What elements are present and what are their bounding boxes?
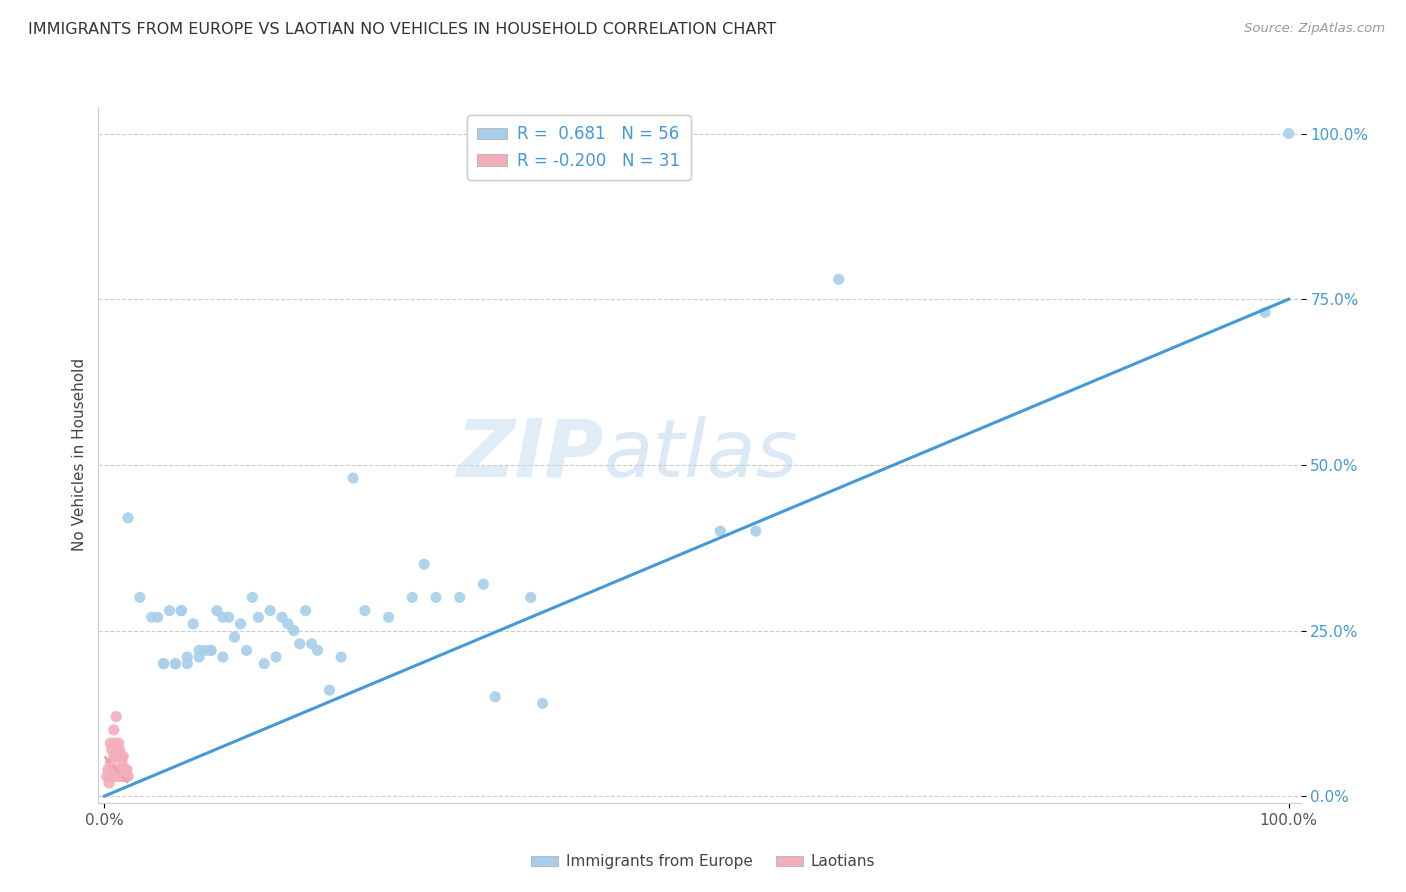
Point <box>229 616 252 631</box>
Point <box>96 769 118 783</box>
Point <box>170 604 193 618</box>
Point <box>159 604 181 618</box>
Text: Source: ZipAtlas.com: Source: ZipAtlas.com <box>1244 22 1385 36</box>
Point <box>101 763 124 777</box>
Legend: R =  0.681   N = 56, R = -0.200   N = 31: R = 0.681 N = 56, R = -0.200 N = 31 <box>467 115 690 179</box>
Point <box>224 630 246 644</box>
Point <box>401 591 423 605</box>
Point <box>827 272 849 286</box>
Point <box>709 524 731 538</box>
Point <box>115 763 138 777</box>
Point <box>105 743 128 757</box>
Point <box>188 643 211 657</box>
Point <box>103 749 125 764</box>
Point <box>200 643 222 657</box>
Point <box>242 591 264 605</box>
Point <box>283 624 305 638</box>
Point <box>354 604 377 618</box>
Point <box>449 591 471 605</box>
Point <box>264 650 287 665</box>
Point <box>100 769 122 783</box>
Point <box>176 657 198 671</box>
Point <box>98 736 121 750</box>
Point <box>531 697 554 711</box>
Point <box>146 610 169 624</box>
Point <box>301 637 323 651</box>
Point <box>165 657 187 671</box>
Point <box>110 749 132 764</box>
Point <box>111 756 134 770</box>
Point <box>519 591 541 605</box>
Point <box>107 736 129 750</box>
Point <box>100 743 122 757</box>
Point <box>104 736 127 750</box>
Y-axis label: No Vehicles in Household: No Vehicles in Household <box>72 359 87 551</box>
Point <box>114 769 136 783</box>
Point <box>98 756 121 770</box>
Text: atlas: atlas <box>603 416 799 494</box>
Point <box>141 610 163 624</box>
Point <box>105 749 128 764</box>
Point <box>98 776 121 790</box>
Point <box>288 637 311 651</box>
Point <box>218 610 240 624</box>
Point <box>377 610 399 624</box>
Point <box>318 683 340 698</box>
Point <box>307 643 329 657</box>
Point <box>1278 127 1301 141</box>
Point <box>108 743 131 757</box>
Point <box>111 769 134 783</box>
Point <box>205 604 228 618</box>
Point <box>103 723 125 737</box>
Point <box>330 650 353 665</box>
Point <box>1254 305 1277 319</box>
Point <box>112 769 135 783</box>
Point <box>413 558 436 572</box>
Point <box>235 643 257 657</box>
Point <box>294 604 316 618</box>
Point <box>176 650 198 665</box>
Point <box>200 643 222 657</box>
Point <box>112 749 135 764</box>
Point <box>342 471 364 485</box>
Point <box>211 610 233 624</box>
Point <box>165 657 187 671</box>
Point <box>104 769 127 783</box>
Point <box>271 610 294 624</box>
Point <box>114 763 136 777</box>
Point <box>211 650 233 665</box>
Point <box>128 591 150 605</box>
Point <box>277 616 299 631</box>
Point <box>253 657 276 671</box>
Point <box>105 769 128 783</box>
Point <box>105 709 128 723</box>
Point <box>110 763 132 777</box>
Point <box>152 657 174 671</box>
Point <box>484 690 506 704</box>
Point <box>247 610 270 624</box>
Legend: Immigrants from Europe, Laotians: Immigrants from Europe, Laotians <box>524 848 882 875</box>
Point <box>117 511 139 525</box>
Point <box>105 763 128 777</box>
Point <box>97 763 120 777</box>
Text: ZIP: ZIP <box>456 416 603 494</box>
Point <box>259 604 281 618</box>
Point <box>472 577 495 591</box>
Point <box>170 604 193 618</box>
Text: IMMIGRANTS FROM EUROPE VS LAOTIAN NO VEHICLES IN HOUSEHOLD CORRELATION CHART: IMMIGRANTS FROM EUROPE VS LAOTIAN NO VEH… <box>28 22 776 37</box>
Point <box>107 763 129 777</box>
Point <box>152 657 174 671</box>
Point <box>188 650 211 665</box>
Point <box>425 591 447 605</box>
Point <box>194 643 217 657</box>
Point <box>181 616 204 631</box>
Point <box>117 769 139 783</box>
Point <box>108 769 131 783</box>
Point <box>745 524 768 538</box>
